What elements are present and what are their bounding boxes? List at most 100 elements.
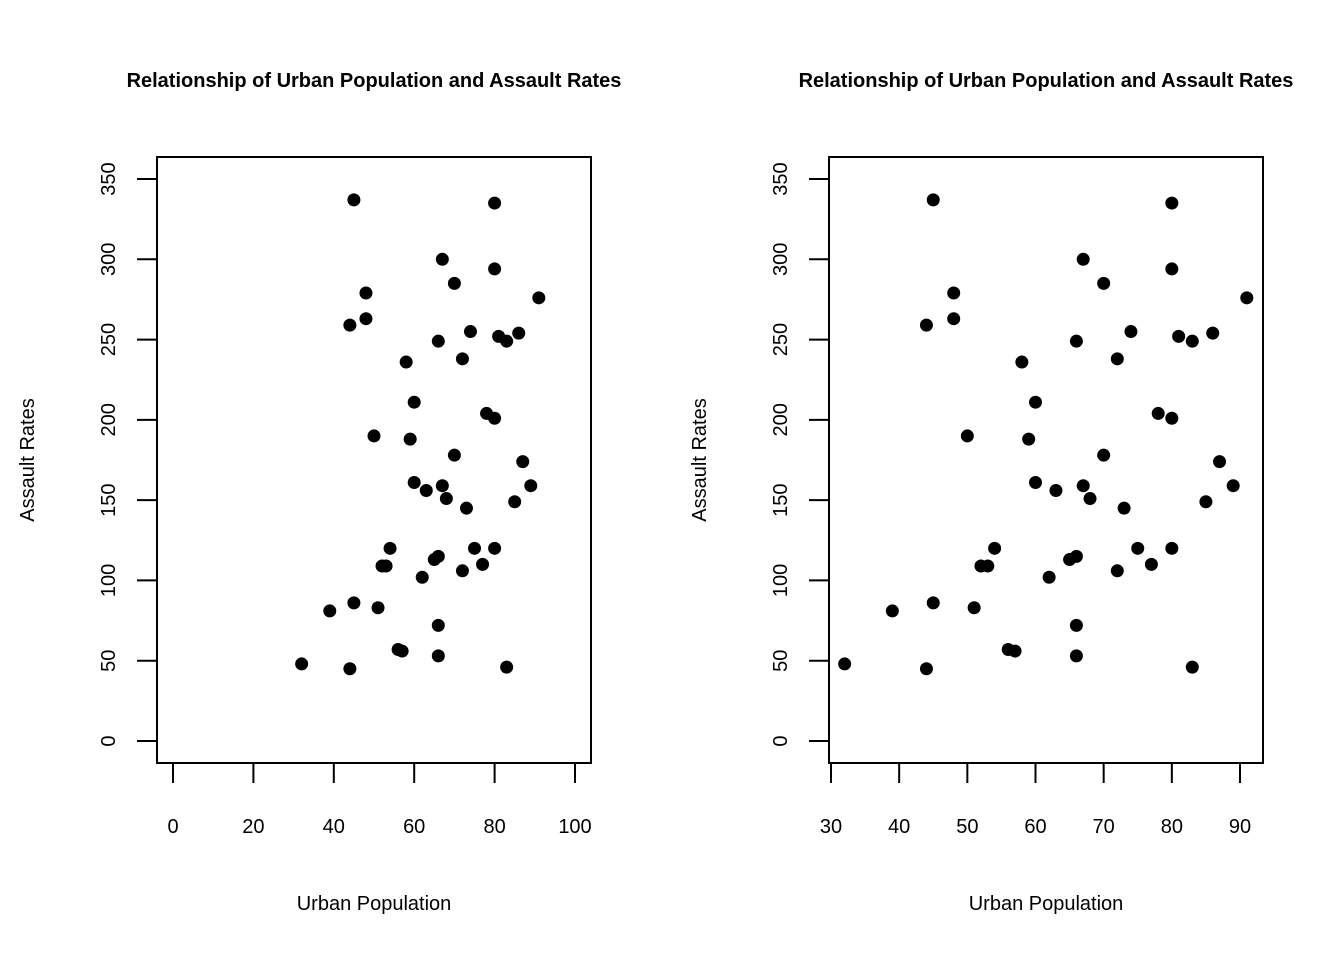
data-point — [500, 660, 514, 674]
scatter-panel-left: Relationship of Urban Population and Ass… — [17, 70, 621, 915]
data-point — [419, 484, 433, 498]
data-point — [488, 541, 502, 555]
data-point — [1185, 660, 1199, 674]
data-point — [391, 642, 405, 656]
chart-title-right: Relationship of Urban Population and Ass… — [799, 70, 1294, 92]
data-point — [967, 601, 981, 615]
y-tick-label: 50 — [98, 650, 120, 672]
plot-frame-right — [828, 156, 1264, 764]
y-tick-label: 300 — [770, 243, 792, 276]
data-point — [1144, 557, 1158, 571]
data-point — [459, 501, 473, 515]
data-point — [431, 549, 445, 563]
x-tick-label: 20 — [242, 816, 264, 838]
data-point — [431, 618, 445, 632]
x-axis-label-right: Urban Population — [969, 893, 1124, 915]
data-point — [1165, 262, 1179, 276]
y-tick-label: 350 — [770, 162, 792, 195]
data-point — [488, 262, 502, 276]
data-point — [435, 252, 449, 266]
y-axis-right: 0 50 100 150 200 250 300 350 — [770, 162, 830, 747]
data-point — [455, 352, 469, 366]
data-point — [926, 596, 940, 610]
y-tick-label: 50 — [770, 650, 792, 672]
data-point — [295, 657, 309, 671]
x-axis-left: 0 20 40 60 80 100 — [167, 762, 592, 838]
data-point — [359, 286, 373, 300]
y-axis-left: 0 50 100 150 200 250 300 350 — [98, 162, 158, 747]
data-point — [947, 312, 961, 326]
x-tick-label: 0 — [167, 816, 178, 838]
y-tick-label: 250 — [98, 323, 120, 356]
y-axis-label-left: Assault Rates — [17, 398, 39, 521]
data-point — [439, 492, 453, 506]
data-point — [1165, 541, 1179, 555]
y-tick-label: 100 — [98, 564, 120, 597]
y-tick-label: 0 — [98, 735, 120, 746]
data-point — [1165, 411, 1179, 425]
data-point — [1097, 448, 1111, 462]
data-point — [347, 193, 361, 207]
data-point — [981, 559, 995, 573]
data-point — [532, 291, 546, 305]
data-point — [1165, 196, 1179, 210]
data-point — [1110, 352, 1124, 366]
points-left — [295, 193, 546, 676]
y-tick-label: 200 — [770, 403, 792, 436]
data-point — [524, 479, 538, 493]
data-point — [1185, 334, 1199, 348]
data-point — [1069, 334, 1083, 348]
x-axis-right: 30 40 50 60 70 80 90 — [820, 762, 1251, 838]
data-point — [1226, 479, 1240, 493]
data-point — [1029, 475, 1042, 489]
data-point — [1151, 406, 1165, 420]
x-tick-label: 80 — [483, 816, 505, 838]
data-point — [399, 355, 413, 369]
data-point — [455, 564, 469, 578]
data-point — [1001, 642, 1015, 656]
data-point — [1213, 455, 1227, 469]
data-point — [508, 495, 522, 509]
data-point — [379, 559, 393, 573]
data-point — [323, 604, 337, 618]
data-point — [431, 649, 445, 663]
data-point — [463, 325, 477, 339]
data-point — [926, 193, 940, 207]
x-tick-label: 40 — [323, 816, 345, 838]
data-point — [1097, 276, 1111, 290]
x-tick-label: 60 — [403, 816, 425, 838]
data-point — [1015, 355, 1029, 369]
data-point — [512, 326, 526, 340]
data-point — [407, 395, 421, 409]
y-tick-label: 250 — [770, 323, 792, 356]
data-point — [838, 657, 852, 671]
data-point — [1110, 564, 1124, 578]
x-tick-label: 40 — [888, 816, 910, 838]
data-point — [343, 318, 357, 332]
data-point — [347, 596, 361, 610]
x-tick-label: 30 — [820, 816, 842, 838]
scatter-panel-right: Relationship of Urban Population and Ass… — [689, 70, 1293, 915]
y-tick-label: 150 — [98, 483, 120, 516]
data-point — [492, 329, 506, 343]
data-point — [435, 479, 449, 493]
y-tick-label: 150 — [770, 483, 792, 516]
data-point — [1069, 618, 1083, 632]
data-point — [431, 334, 445, 348]
data-point — [1199, 495, 1213, 509]
data-point — [1117, 501, 1131, 515]
data-point — [988, 541, 1002, 555]
x-axis-label-left: Urban Population — [297, 893, 452, 915]
data-point — [919, 662, 933, 676]
data-point — [1042, 570, 1056, 584]
y-tick-label: 200 — [98, 403, 120, 436]
y-tick-label: 300 — [98, 243, 120, 276]
x-tick-label: 80 — [1161, 816, 1183, 838]
data-point — [488, 196, 502, 210]
data-point — [1206, 326, 1220, 340]
x-tick-label: 90 — [1229, 816, 1251, 838]
x-tick-label: 50 — [956, 816, 978, 838]
data-point — [516, 455, 530, 469]
data-point — [1029, 395, 1042, 409]
data-point — [885, 604, 899, 618]
